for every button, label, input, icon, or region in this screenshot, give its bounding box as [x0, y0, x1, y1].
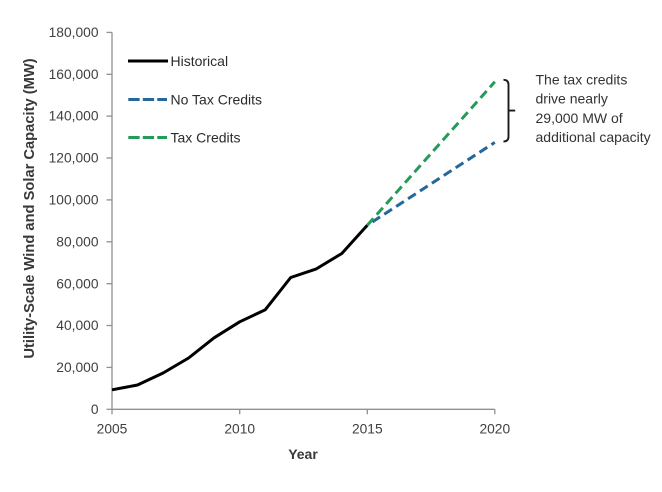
svg-text:Historical: Historical: [171, 53, 229, 69]
svg-text:20,000: 20,000: [56, 360, 99, 375]
svg-text:additional capacity: additional capacity: [536, 129, 651, 145]
svg-text:180,000: 180,000: [49, 25, 99, 40]
svg-text:drive nearly: drive nearly: [536, 91, 608, 107]
svg-text:Year: Year: [288, 446, 318, 462]
svg-text:40,000: 40,000: [56, 318, 99, 333]
svg-text:29,000 MW of: 29,000 MW of: [536, 110, 623, 126]
svg-text:100,000: 100,000: [49, 193, 99, 208]
svg-text:2015: 2015: [352, 422, 383, 437]
svg-text:The tax credits: The tax credits: [536, 72, 628, 88]
svg-text:2020: 2020: [479, 422, 510, 437]
svg-text:140,000: 140,000: [49, 109, 99, 124]
svg-text:0: 0: [91, 402, 99, 417]
svg-text:Utility-Scale Wind and Solar C: Utility-Scale Wind and Solar Capacity (M…: [22, 58, 38, 358]
svg-text:Tax Credits: Tax Credits: [171, 129, 241, 145]
svg-text:2010: 2010: [224, 422, 255, 437]
svg-text:120,000: 120,000: [49, 151, 99, 166]
svg-text:60,000: 60,000: [56, 276, 99, 291]
svg-text:80,000: 80,000: [56, 234, 99, 249]
svg-text:2005: 2005: [97, 422, 128, 437]
svg-text:160,000: 160,000: [49, 67, 99, 82]
svg-text:No Tax Credits: No Tax Credits: [171, 91, 263, 107]
